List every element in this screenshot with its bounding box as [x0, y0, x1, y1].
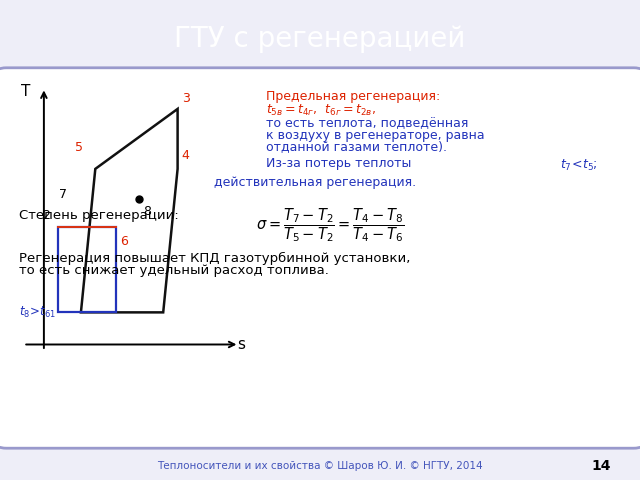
- FancyBboxPatch shape: [0, 68, 640, 448]
- Text: 8: 8: [143, 205, 150, 218]
- Text: Предельная регенерация:: Предельная регенерация:: [266, 90, 440, 103]
- Text: Регенерация повышает КПД газотурбинной установки,: Регенерация повышает КПД газотурбинной у…: [19, 252, 411, 265]
- Text: Из-за потерь теплоты: Из-за потерь теплоты: [266, 157, 411, 170]
- Text: $\sigma = \dfrac{T_7 - T_2}{T_5 - T_2} = \dfrac{T_4 - T_8}{T_4 - T_6}$: $\sigma = \dfrac{T_7 - T_2}{T_5 - T_2} =…: [256, 206, 404, 244]
- Text: отданной газами теплоте).: отданной газами теплоте).: [266, 140, 447, 153]
- Text: действительная регенерация.: действительная регенерация.: [214, 176, 417, 189]
- Text: $t_{5в}=t_{4г}$,  $t_{6г}=t_{2в}$,: $t_{5в}=t_{4г}$, $t_{6г}=t_{2в}$,: [266, 103, 376, 118]
- Text: 7: 7: [58, 188, 67, 201]
- Text: T: T: [20, 84, 30, 99]
- Text: то есть теплота, подведённая: то есть теплота, подведённая: [266, 117, 468, 130]
- Text: $t_7\!<\!t_5$;: $t_7\!<\!t_5$;: [560, 157, 598, 172]
- Text: 2: 2: [42, 209, 50, 222]
- Text: s: s: [237, 337, 245, 352]
- Text: 4: 4: [182, 149, 189, 162]
- Text: 6: 6: [120, 235, 128, 248]
- Text: $t_8\!>\!t_{61}$: $t_8\!>\!t_{61}$: [19, 305, 56, 320]
- Text: Теплоносители и их свойства © Шаров Ю. И. © НГТУ, 2014: Теплоносители и их свойства © Шаров Ю. И…: [157, 461, 483, 470]
- Text: 5: 5: [75, 141, 83, 154]
- Text: к воздуху в регенераторе, равна: к воздуху в регенераторе, равна: [266, 129, 484, 142]
- Text: 3: 3: [182, 92, 189, 105]
- Text: Степень регенерации:: Степень регенерации:: [19, 209, 179, 222]
- Text: ГТУ с регенерацией: ГТУ с регенерацией: [174, 25, 466, 53]
- Text: то есть снижает удельный расход топлива.: то есть снижает удельный расход топлива.: [19, 264, 329, 277]
- Text: 14: 14: [592, 458, 611, 473]
